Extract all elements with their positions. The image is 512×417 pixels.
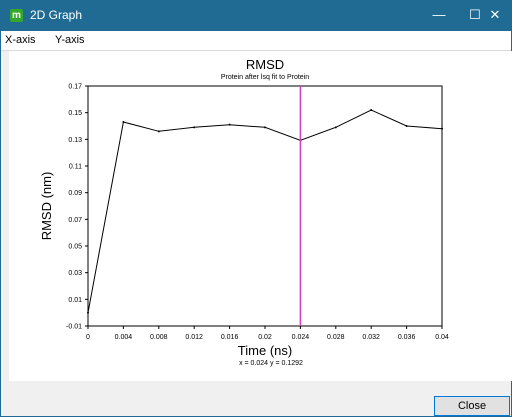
x-tick-label: 0.024 bbox=[292, 334, 310, 341]
y-tick-label: 0.11 bbox=[69, 164, 82, 171]
x-tick-label: 0.008 bbox=[150, 334, 168, 341]
x-tick-label: 0.04 bbox=[435, 334, 449, 341]
x-tick-label: 0.004 bbox=[115, 334, 133, 341]
data-point bbox=[370, 109, 373, 111]
y-tick-label: 0.03 bbox=[68, 270, 82, 277]
title-bar: m 2D Graph — ☐ ✕ bbox=[1, 1, 511, 31]
plot-area[interactable]: RMSD Protein after lsq fit to Protein 0.17… bbox=[9, 51, 512, 381]
data-point bbox=[441, 127, 443, 130]
data-point bbox=[157, 130, 160, 133]
data-point bbox=[228, 123, 231, 126]
y-axis-label: RMSD (nm) bbox=[39, 172, 54, 241]
data-point bbox=[334, 126, 337, 129]
y-tick-label: 0.07 bbox=[68, 217, 82, 224]
maximize-button[interactable]: ☐ bbox=[469, 7, 481, 22]
x-tick-label: 0.016 bbox=[221, 334, 239, 341]
x-tick-label: 0.032 bbox=[362, 334, 380, 341]
app-icon: m bbox=[10, 9, 23, 22]
y-tick-label: 0.01 bbox=[68, 297, 82, 304]
data-point bbox=[193, 126, 196, 129]
y-tick-label: -0.01 bbox=[66, 324, 82, 331]
y-tick-label: 0.05 bbox=[68, 244, 82, 251]
close-button[interactable]: Close bbox=[434, 396, 510, 416]
y-tick-label: 0.17 bbox=[68, 84, 82, 91]
x-tick-label: 0.012 bbox=[185, 334, 203, 341]
button-bar: Close bbox=[1, 382, 511, 416]
menu-bar: X-axis Y-axis bbox=[1, 31, 511, 51]
chart-subtitle: Protein after lsq fit to Protein bbox=[221, 74, 309, 81]
minimize-button[interactable]: — bbox=[432, 7, 446, 22]
y-tick-label: 0.15 bbox=[68, 110, 82, 117]
rmsd-series-line bbox=[87, 109, 443, 313]
x-tick-label: 0 bbox=[86, 334, 90, 341]
chart-title: RMSD bbox=[246, 57, 284, 72]
menu-x-axis[interactable]: X-axis bbox=[5, 34, 36, 46]
x-tick-label: 0.028 bbox=[327, 334, 345, 341]
y-tick-label: 0.09 bbox=[68, 190, 82, 197]
menu-y-axis[interactable]: Y-axis bbox=[55, 34, 85, 46]
rmsd-chart[interactable]: RMSD Protein after lsq fit to Protein 0.17… bbox=[9, 51, 512, 381]
x-tick-label: 0.02 bbox=[258, 334, 272, 341]
window-title: 2D Graph bbox=[30, 8, 83, 22]
window-close-button[interactable]: ✕ bbox=[489, 7, 501, 22]
cursor-readout: x = 0.024 y = 0.1292 bbox=[239, 360, 303, 367]
y-tick-label: 0.13 bbox=[68, 137, 82, 144]
plot-frame bbox=[87, 85, 443, 327]
data-point bbox=[87, 311, 89, 314]
data-point bbox=[264, 126, 266, 129]
data-point bbox=[122, 121, 125, 123]
x-axis-label: Time (ns) bbox=[238, 343, 292, 358]
x-tick-label: 0.036 bbox=[398, 334, 416, 341]
data-point bbox=[405, 125, 408, 127]
